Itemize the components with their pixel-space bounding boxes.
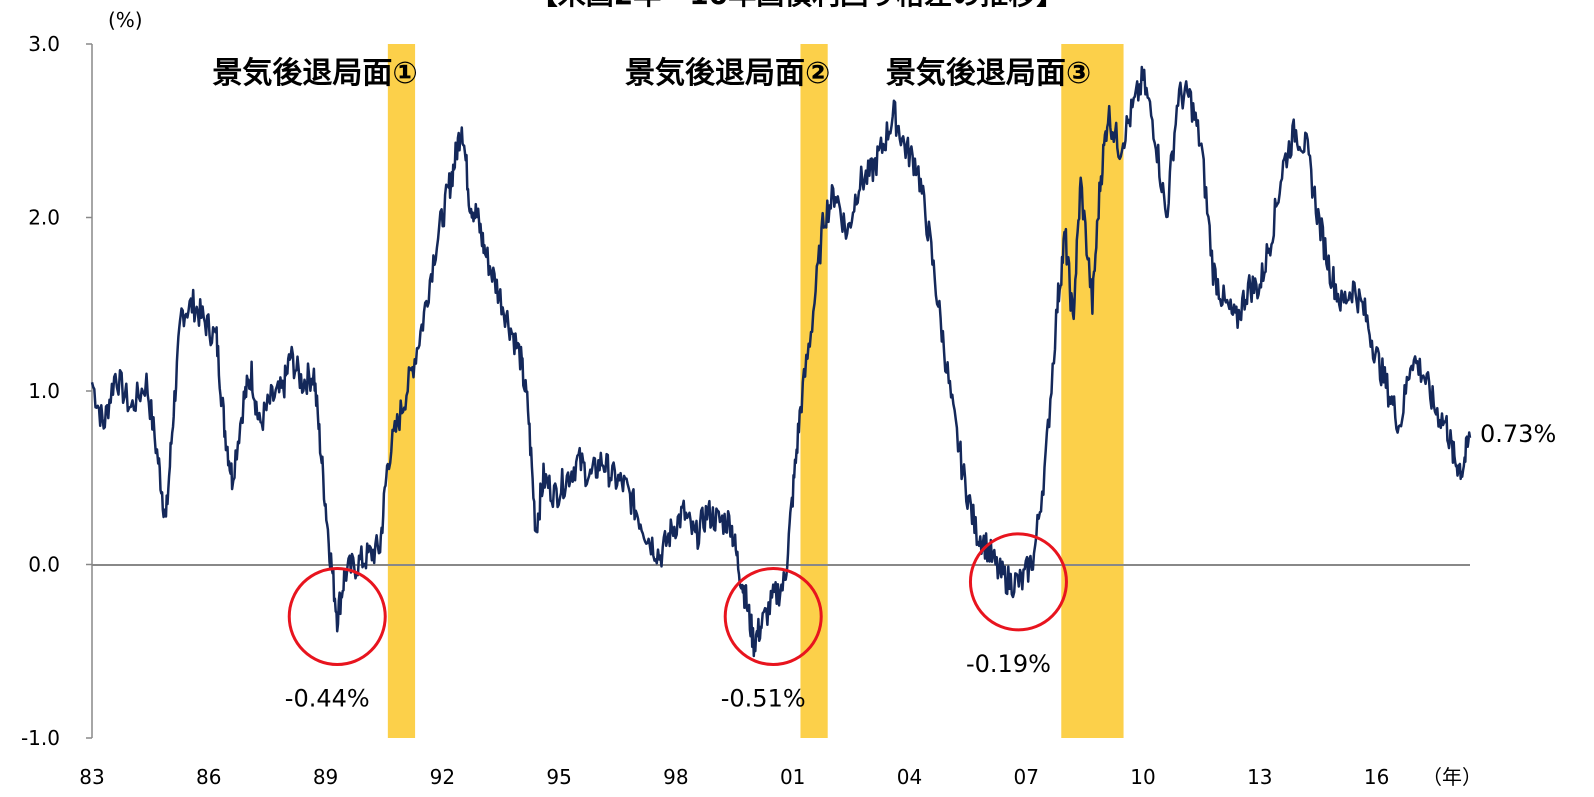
y-tick-label-2: 1.0	[28, 379, 60, 403]
y-tick-label-0: 3.0	[28, 32, 60, 56]
y-tick-label-4: -1.0	[21, 726, 60, 750]
recession-band-3	[1061, 44, 1124, 738]
minimum-label-1: -0.44%	[285, 685, 370, 713]
x-tick-label-6: 01	[780, 765, 805, 789]
minimum-label-2: -0.51%	[721, 685, 806, 713]
recession-bands	[387, 44, 1124, 738]
minimum-circle-3	[968, 532, 1068, 632]
x-tick-label-7: 04	[897, 765, 922, 789]
y-tick-label-3: 0.0	[28, 553, 60, 577]
x-unit-label: （年）	[1422, 765, 1482, 789]
x-tick-label-2: 89	[313, 765, 338, 789]
x-tick-label-11: 16	[1364, 765, 1389, 789]
series-line-yield-spread	[90, 65, 1472, 658]
recession-label-2: 景気後退局面②	[625, 56, 830, 91]
chart-title: 【米国2年・10年国債利回り格差の推移】	[530, 0, 1064, 11]
end-value-label: 0.73%	[1480, 420, 1556, 448]
minimum-label-3: -0.19%	[966, 650, 1051, 678]
x-tick-label-4: 95	[546, 765, 571, 789]
x-tick-label-0: 83	[79, 765, 104, 789]
x-tick-label-1: 86	[196, 765, 221, 789]
x-tick-label-10: 13	[1247, 765, 1272, 789]
y-tick-label-1: 2.0	[28, 206, 60, 230]
recession-band-2	[800, 44, 828, 738]
x-tick-label-8: 07	[1014, 765, 1039, 789]
recession-labels: 景気後退局面① 景気後退局面② 景気後退局面③	[212, 56, 1091, 91]
x-tick-label-3: 92	[430, 765, 455, 789]
y-unit-label: (%)	[108, 8, 143, 32]
minimum-circle-1	[287, 567, 387, 667]
x-axis-ticks: 83 86 89 92 95 98 01 04 07 10 13 16	[79, 765, 1389, 789]
recession-label-3: 景気後退局面③	[886, 56, 1091, 91]
recession-label-1: 景気後退局面①	[212, 56, 417, 91]
x-tick-label-9: 10	[1130, 765, 1155, 789]
x-tick-label-5: 98	[663, 765, 688, 789]
y-axis-ticks: 3.0 2.0 1.0 0.0 -1.0	[21, 32, 92, 750]
minima-annotations: -0.44% -0.51% -0.19%	[285, 532, 1068, 713]
minimum-circle-2	[723, 567, 823, 667]
recession-band-1	[387, 44, 416, 738]
